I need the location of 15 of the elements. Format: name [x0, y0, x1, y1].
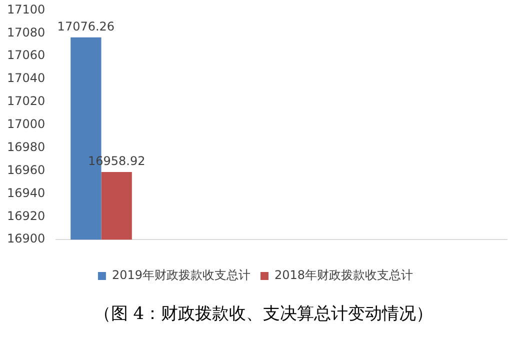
legend-label: 2018年财政拨款收支总计 [274, 268, 414, 282]
y-tick-label: 17020 [6, 94, 46, 108]
y-tick-label: 16920 [6, 208, 46, 223]
y-tick-label: 17000 [6, 117, 46, 132]
y-tick-label: 16940 [6, 186, 46, 200]
y-tick-label: 17040 [6, 71, 46, 86]
legend-label: 2019年财政拨款收支总计 [112, 268, 251, 282]
y-tick-label: 16980 [6, 140, 46, 154]
text: （图 4：财政拨款收、支决算总计变动情况） [92, 303, 434, 325]
y-tick-label: 17060 [6, 48, 46, 62]
y-tick-label: 17080 [6, 25, 46, 40]
y-tick-label: 17100 [6, 2, 46, 16]
data-label: 17076.26 [57, 20, 115, 34]
y-tick-label: 16960 [6, 162, 46, 177]
y-tick-label: 16900 [6, 232, 46, 246]
